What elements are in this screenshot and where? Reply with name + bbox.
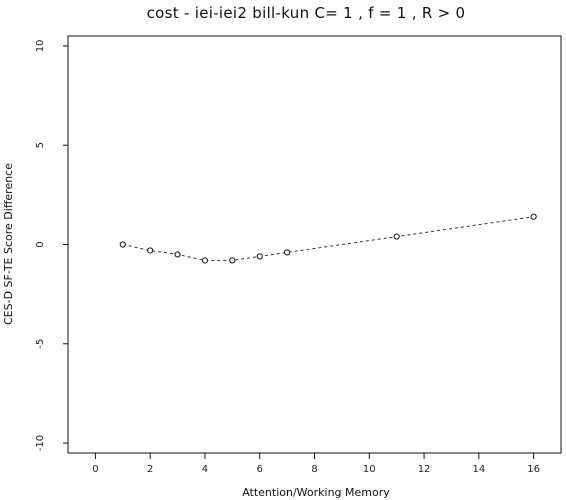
chart-title: cost - iei-iei2 bill-kun C= 1 , f = 1 , … <box>147 4 466 22</box>
y-tick-label: -10 <box>35 435 46 451</box>
data-point <box>174 251 181 258</box>
data-point <box>530 213 537 220</box>
data-point <box>229 257 236 264</box>
x-tick-label: 4 <box>202 464 208 475</box>
data-point <box>393 233 400 240</box>
x-tick-label: 10 <box>363 464 376 475</box>
data-point <box>256 253 263 260</box>
data-point <box>201 257 209 264</box>
y-axis-title: CES-D SF-TE Score Difference <box>2 163 15 325</box>
y-axis-ticks: 10 5 0 -5 -10 <box>35 40 68 451</box>
x-tick-label: 0 <box>92 464 98 475</box>
y-tick-label: -5 <box>35 339 46 349</box>
x-tick-label: 2 <box>147 464 153 475</box>
x-axis-title: Attention/Working Memory <box>242 486 390 499</box>
data-point <box>284 249 291 256</box>
trend-line <box>122 216 534 261</box>
y-tick-label: 5 <box>35 142 46 148</box>
plot-frame <box>67 35 562 454</box>
x-tick-label: 6 <box>257 464 263 475</box>
x-tick-label: 14 <box>472 464 485 475</box>
x-tick-label: 8 <box>311 464 317 475</box>
x-axis-ticks: 0 2 4 6 8 10 12 14 16 <box>92 453 540 475</box>
data-point <box>147 247 154 254</box>
x-tick-label: 16 <box>527 464 540 475</box>
data-points <box>119 213 537 264</box>
y-tick-label: 10 <box>35 40 46 53</box>
y-tick-label: 0 <box>35 241 46 247</box>
x-tick-label: 12 <box>418 464 431 475</box>
data-point <box>119 241 126 248</box>
